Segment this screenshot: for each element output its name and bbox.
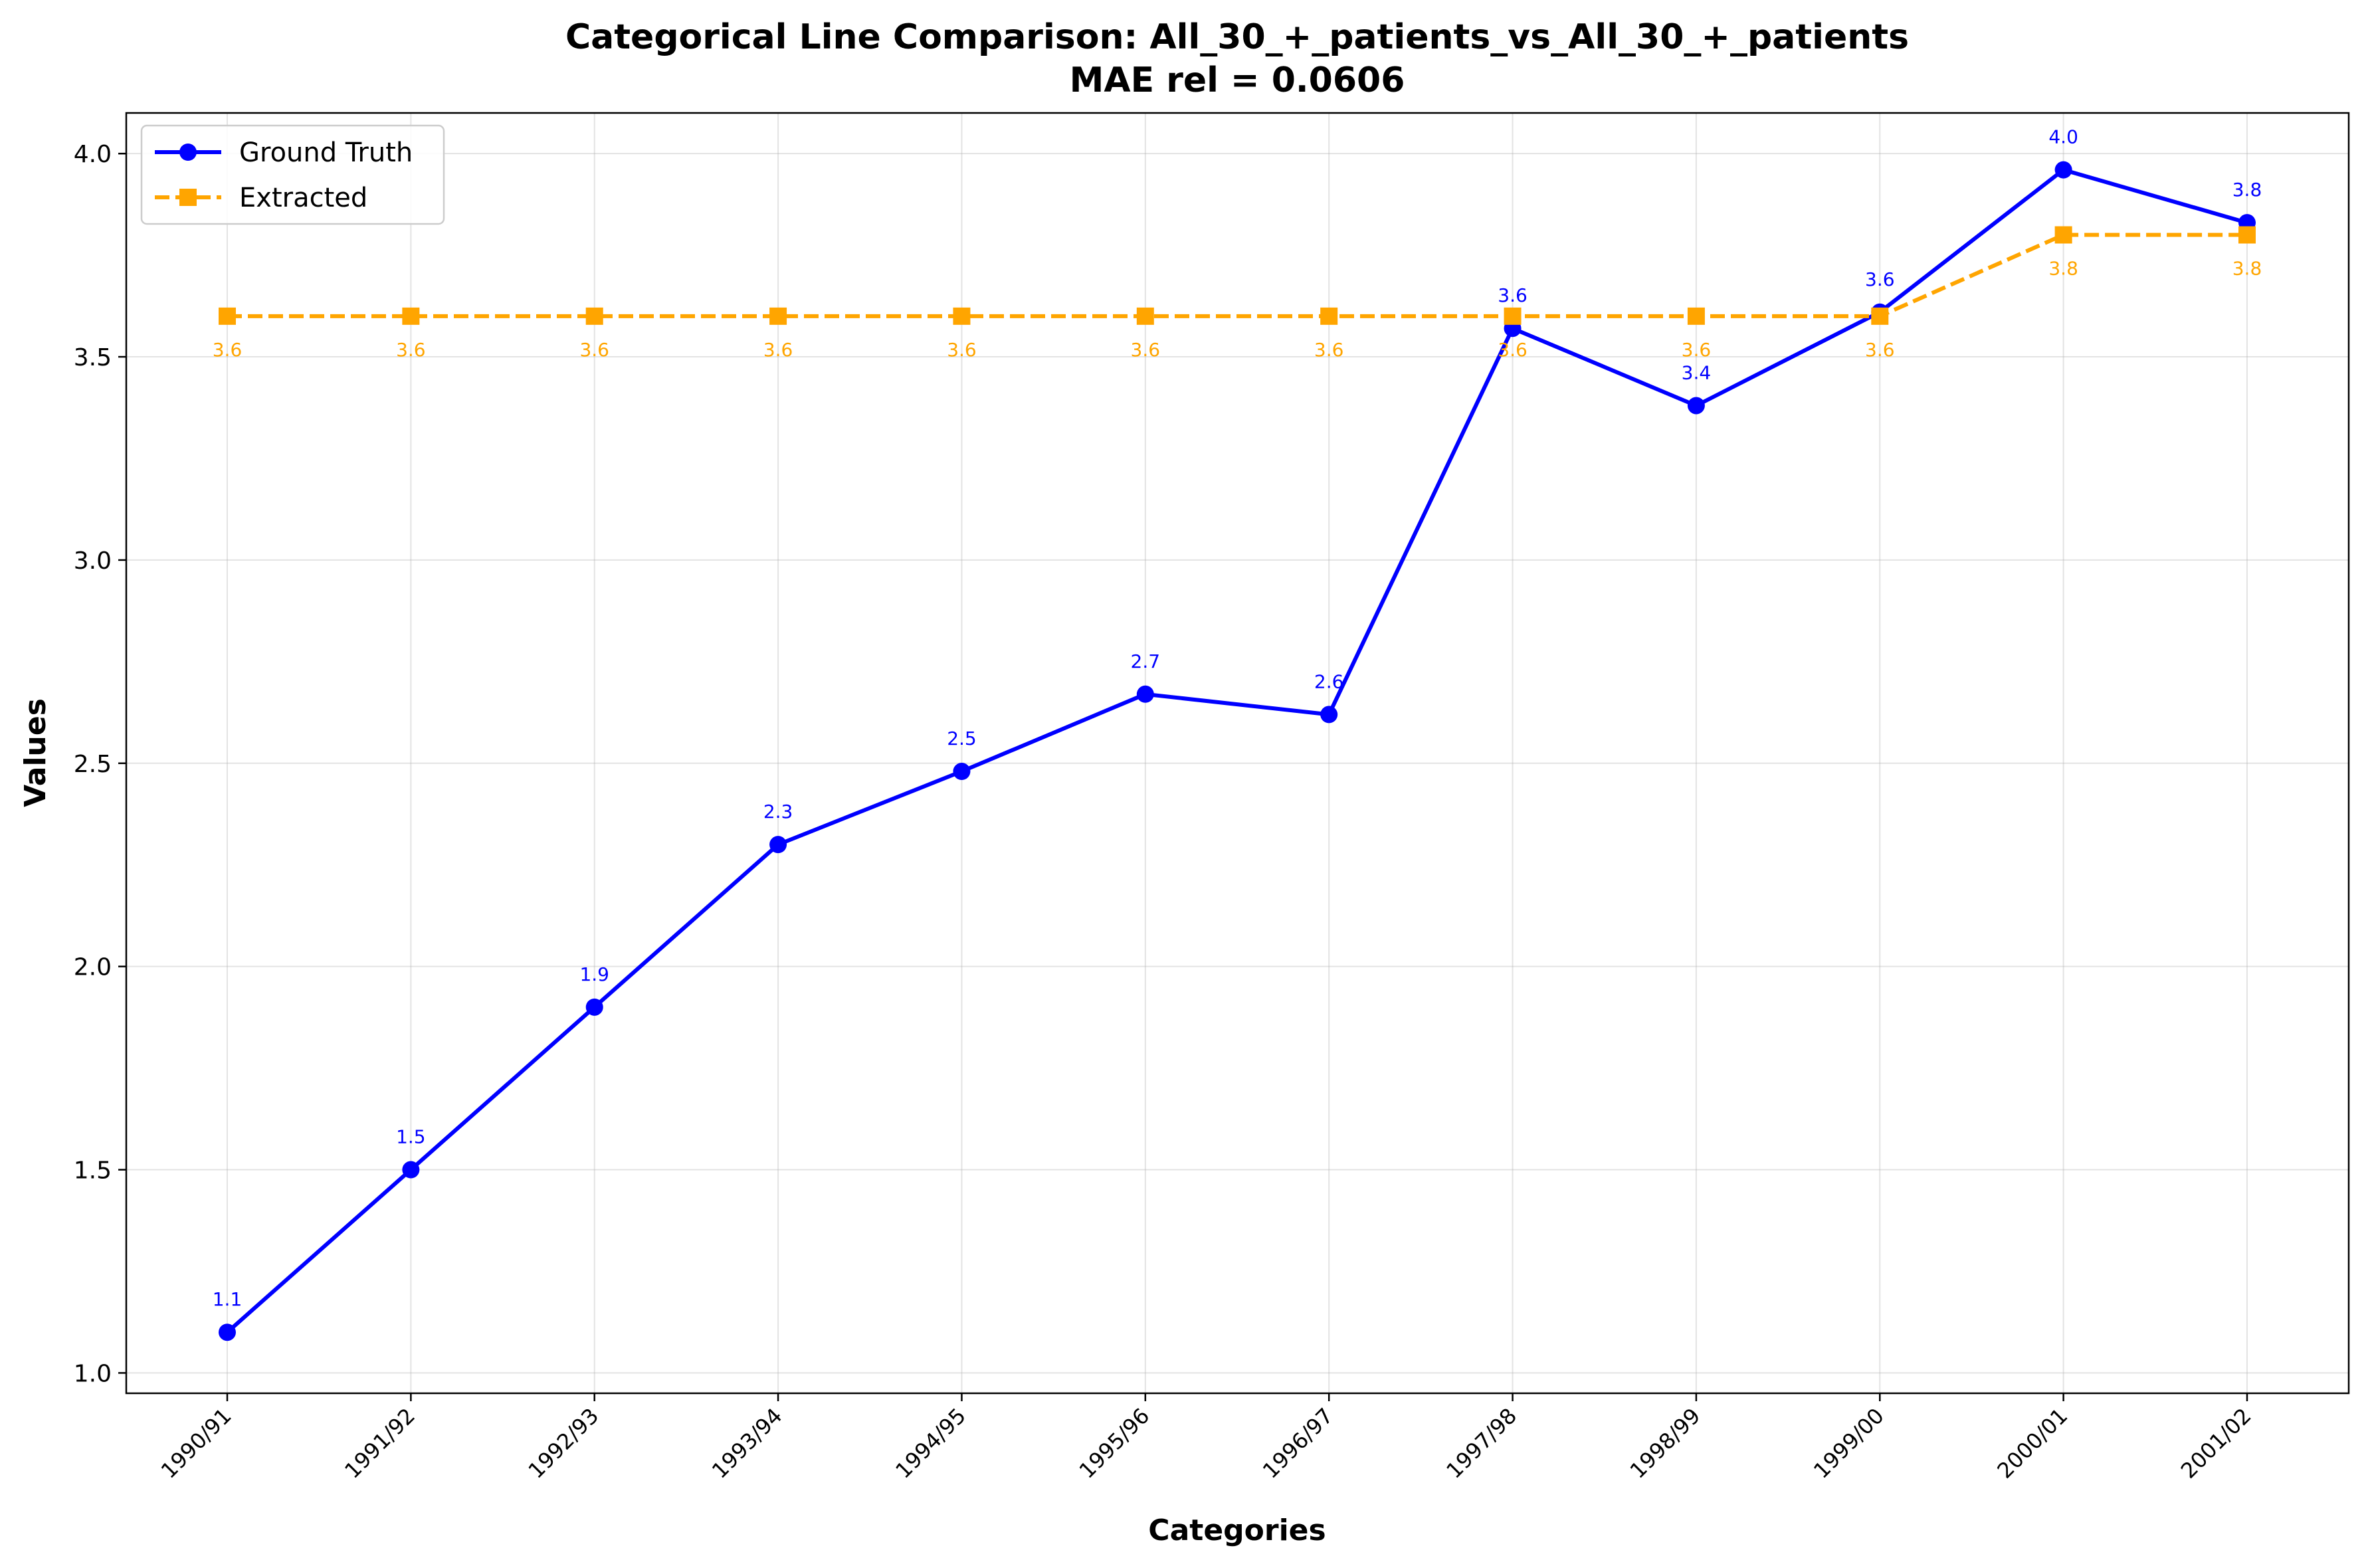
series-line-ground-truth	[226, 167, 2248, 1334]
data-label-extracted: 3.6	[1131, 339, 1161, 361]
data-label-extracted: 3.6	[396, 339, 426, 361]
data-point-ground-truth	[585, 998, 603, 1016]
data-label-extracted: 3.6	[1498, 339, 1528, 361]
y-tick-label: 2.5	[74, 751, 112, 778]
data-label-extracted: 3.6	[579, 339, 609, 361]
grid-layer	[126, 113, 2349, 1393]
data-label-extracted: 3.6	[763, 339, 793, 361]
data-point-ground-truth	[219, 1323, 236, 1341]
data-point-ground-truth	[2054, 161, 2072, 179]
data-label-ground-truth: 3.4	[1682, 361, 1712, 383]
data-label-ground-truth: 2.6	[1314, 670, 1344, 692]
series-layer	[219, 161, 2256, 1341]
data-point-extracted	[2054, 226, 2072, 244]
data-point-extracted	[769, 307, 787, 325]
data-point-ground-truth	[953, 763, 971, 781]
data-labels-layer: 1.11.51.92.32.52.72.63.63.43.64.03.83.6 3…	[213, 126, 2262, 1311]
data-label-extracted: 3.8	[2232, 258, 2262, 280]
data-label-ground-truth: 2.7	[1131, 650, 1161, 672]
data-point-ground-truth	[1136, 685, 1154, 703]
plot-frame	[125, 112, 2350, 1395]
data-point-extracted	[1136, 307, 1154, 325]
data-label-extracted: 3.8	[2048, 258, 2078, 280]
data-label-extracted: 3.6	[1865, 339, 1895, 361]
data-label-ground-truth: 3.6	[1498, 284, 1528, 306]
data-label-ground-truth: 4.0	[2048, 126, 2078, 148]
data-label-extracted: 3.6	[213, 339, 243, 361]
y-tick-label: 3.5	[74, 344, 112, 371]
series-line-extracted	[227, 233, 2247, 318]
y-tick-label: 1.0	[74, 1360, 112, 1387]
y-tick-label: 2.0	[74, 954, 112, 981]
y-tick-label: 4.0	[74, 141, 112, 168]
data-point-extracted	[402, 307, 420, 325]
y-tick-label: 1.5	[74, 1157, 112, 1185]
data-point-ground-truth	[1320, 706, 1338, 724]
x-axis-label: Categories	[1148, 1514, 1326, 1547]
legend: Ground Truth Extracted	[140, 124, 445, 225]
data-point-extracted	[219, 307, 236, 325]
data-label-ground-truth: 1.9	[579, 963, 609, 985]
data-label-ground-truth: 3.6	[1865, 268, 1895, 290]
legend-label-ground-truth: Ground Truth	[239, 138, 413, 168]
data-point-ground-truth	[769, 836, 787, 854]
chart-subtitle: MAE rel = 0.0606	[1070, 60, 1405, 100]
data-label-ground-truth: 3.8	[2232, 179, 2262, 201]
data-label-ground-truth: 1.5	[396, 1126, 426, 1148]
data-label-extracted: 3.6	[1314, 339, 1344, 361]
data-point-ground-truth	[402, 1161, 420, 1179]
data-point-extracted	[1504, 307, 1522, 325]
data-point-extracted	[585, 307, 603, 325]
legend-label-extracted: Extracted	[239, 183, 367, 213]
data-label-extracted: 3.6	[1682, 339, 1712, 361]
data-point-extracted	[1687, 307, 1705, 325]
y-tick-label: 3.0	[74, 547, 112, 575]
data-label-extracted: 3.6	[947, 339, 977, 361]
data-label-ground-truth: 2.5	[947, 728, 977, 749]
legend-marker-ground-truth	[179, 144, 197, 161]
data-point-extracted	[953, 307, 971, 325]
y-axis-label: Values	[19, 698, 52, 807]
data-label-ground-truth: 2.3	[763, 801, 793, 823]
data-point-extracted	[2238, 226, 2256, 244]
data-point-ground-truth	[1687, 397, 1705, 415]
chart-title: Categorical Line Comparison: All_30_+_pa…	[565, 17, 1909, 57]
data-point-extracted	[1871, 307, 1889, 325]
y-axis: 1.0 1.5 2.0 2.5 3.0 3.5 4.0	[74, 141, 126, 1387]
legend-marker-extracted	[179, 189, 197, 206]
data-point-extracted	[1320, 307, 1338, 325]
data-label-ground-truth: 1.1	[213, 1288, 243, 1310]
